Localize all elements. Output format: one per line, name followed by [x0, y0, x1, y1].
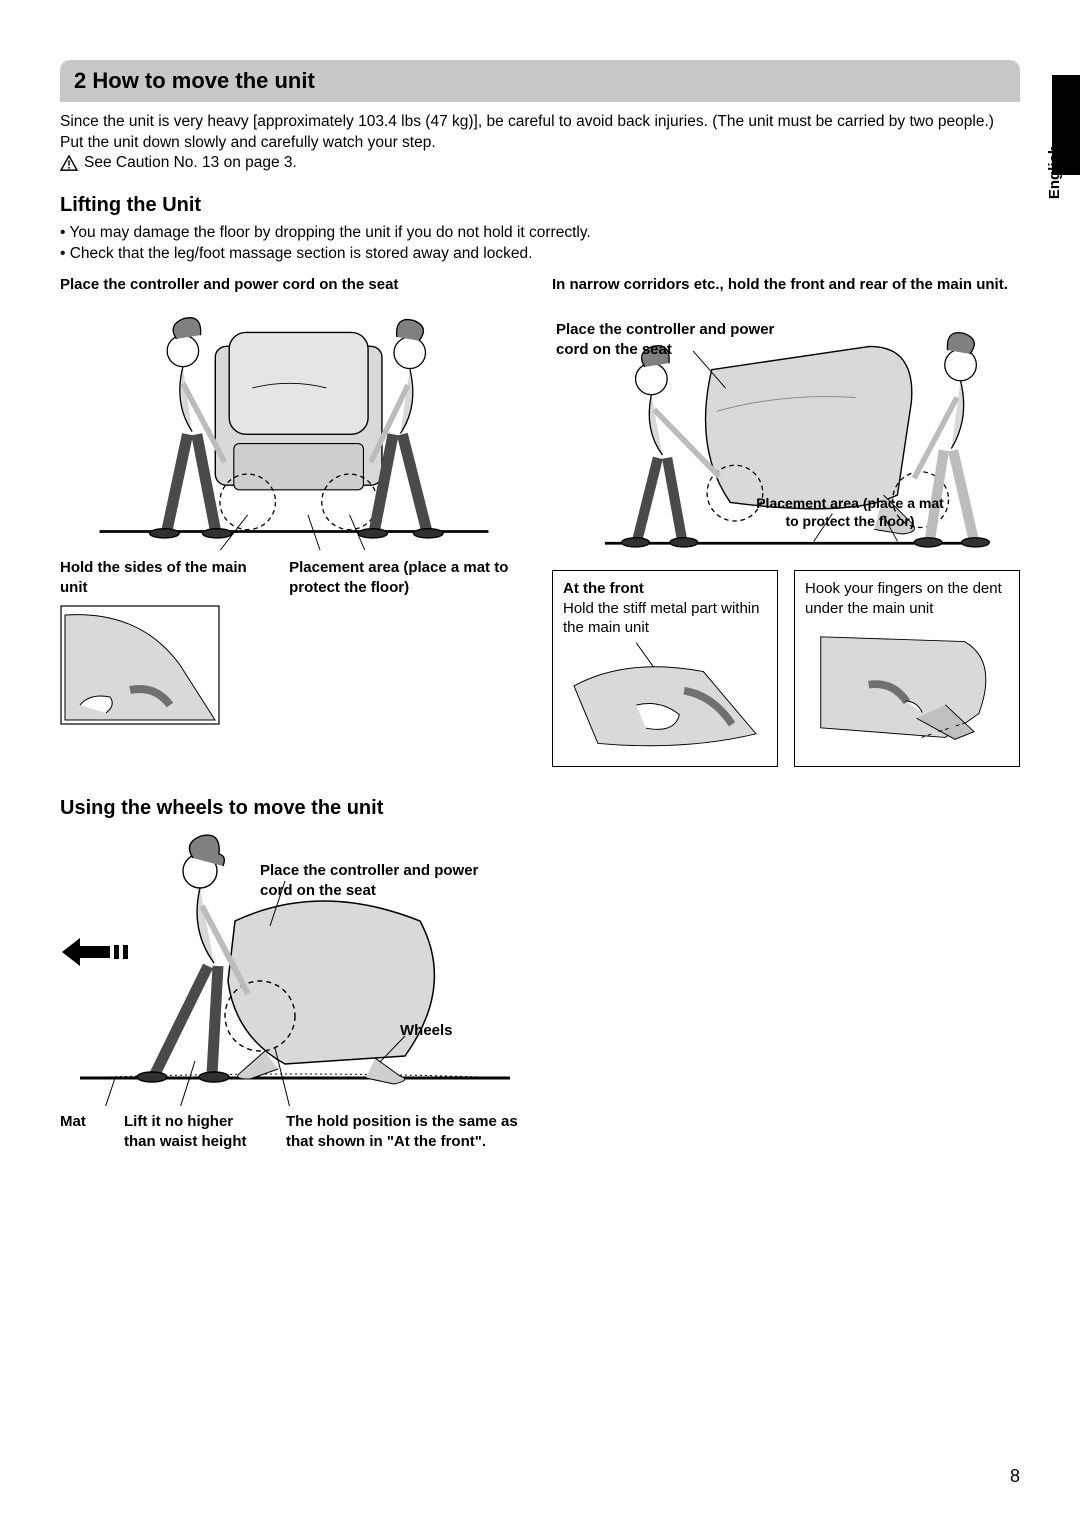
- lifting-bullets: You may damage the floor by dropping the…: [60, 223, 1020, 265]
- wheels-heading: Using the wheels to move the unit: [60, 797, 1020, 820]
- intro-block: Since the unit is very heavy [approximat…: [60, 112, 1020, 172]
- wheels-illustration: Place the controller and power cord on t…: [60, 826, 530, 1106]
- front-detail-illustration: [563, 638, 767, 753]
- caution-text: See Caution No. 13 on page 3.: [84, 154, 297, 172]
- rear-detail-illustration: [805, 632, 1009, 747]
- right-main-illustration: Place the controller and power cord on t…: [552, 300, 1020, 560]
- bullet-item: You may damage the floor by dropping the…: [60, 223, 1020, 244]
- section-title: How to move the unit: [92, 68, 314, 93]
- rear-box-text: Hook your fingers on the dent under the …: [805, 579, 1009, 618]
- bullet-item: Check that the leg/foot massage section …: [60, 244, 1020, 265]
- wheels-cap-hold: The hold position is the same as that sh…: [286, 1112, 530, 1151]
- lifting-columns: Place the controller and power cord on t…: [60, 275, 1020, 768]
- left-caption-hold: Hold the sides of the main unit: [60, 558, 259, 597]
- wheels-bottom-captions: Mat Lift it no higher than waist height …: [60, 1112, 530, 1151]
- lifting-right-column: In narrow corridors etc., hold the front…: [552, 275, 1020, 768]
- left-bottom-captions: Hold the sides of the main unit Placemen…: [60, 558, 528, 597]
- wheels-section: Using the wheels to move the unit Place …: [60, 797, 1020, 1151]
- left-main-illustration: [60, 300, 528, 550]
- wheels-wheels-label: Wheels: [400, 1021, 453, 1041]
- wheels-cap-mat: Mat: [60, 1112, 102, 1151]
- front-box-title: At the front: [563, 579, 767, 599]
- warning-icon: [60, 155, 78, 171]
- caution-reference: See Caution No. 13 on page 3.: [60, 154, 1020, 172]
- front-callout-box: At the front Hold the stiff metal part w…: [552, 570, 778, 767]
- left-detail-illustration: [60, 605, 220, 730]
- left-caption-placement: Placement area (place a mat to protect t…: [289, 558, 528, 597]
- wheels-cap-lift: Lift it no higher than waist height: [124, 1112, 264, 1151]
- lifting-left-column: Place the controller and power cord on t…: [60, 275, 528, 768]
- intro-line-2: Put the unit down slowly and carefully w…: [60, 133, 1020, 154]
- intro-line-1: Since the unit is very heavy [approximat…: [60, 112, 1020, 133]
- page-content: 2 How to move the unit Since the unit is…: [0, 0, 1080, 1191]
- rear-callout-box: Hook your fingers on the dent under the …: [794, 570, 1020, 767]
- right-placement-caption: Placement area (place a mat to protect t…: [750, 494, 950, 530]
- right-sub-caption: Place the controller and power cord on t…: [556, 320, 786, 359]
- lifting-heading: Lifting the Unit: [60, 194, 1020, 217]
- front-box-text: Hold the stiff metal part within the mai…: [563, 599, 767, 638]
- section-number: 2: [74, 68, 86, 93]
- section-header: 2 How to move the unit: [60, 60, 1020, 102]
- right-callout-boxes: At the front Hold the stiff metal part w…: [552, 570, 1020, 767]
- wheels-cord-label: Place the controller and power cord on t…: [260, 861, 480, 900]
- page-number: 8: [1010, 1466, 1020, 1487]
- left-top-caption: Place the controller and power cord on t…: [60, 275, 528, 295]
- right-top-caption: In narrow corridors etc., hold the front…: [552, 275, 1020, 295]
- direction-arrow-icon: [62, 938, 128, 966]
